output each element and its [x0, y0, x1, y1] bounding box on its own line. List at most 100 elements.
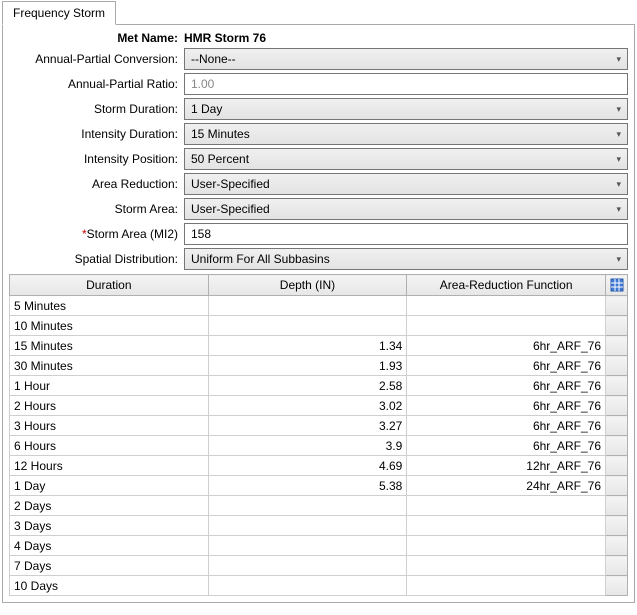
storm-area-mi2-label: *Storm Area (MI2)	[9, 227, 184, 241]
met-name-label: Met Name:	[9, 31, 184, 45]
cell-duration[interactable]: 15 Minutes	[10, 336, 209, 356]
intensity-duration-label: Intensity Duration:	[9, 127, 184, 141]
table-row[interactable]: 2 Hours3.026hr_ARF_76	[10, 396, 628, 416]
cell-duration[interactable]: 2 Days	[10, 496, 209, 516]
cell-depth[interactable]: 3.02	[208, 396, 407, 416]
annual-partial-ratio-input[interactable]: 1.00	[184, 73, 628, 95]
cell-arf[interactable]	[407, 296, 606, 316]
cell-arf[interactable]	[407, 556, 606, 576]
table-options-button[interactable]	[606, 275, 628, 296]
cell-depth[interactable]	[208, 316, 407, 336]
chevron-down-icon: ▾	[616, 254, 621, 265]
table-row[interactable]: 15 Minutes1.346hr_ARF_76	[10, 336, 628, 356]
cell-arf[interactable]	[407, 576, 606, 596]
cell-arf[interactable]: 6hr_ARF_76	[407, 336, 606, 356]
cell-arf[interactable]	[407, 496, 606, 516]
cell-duration[interactable]: 1 Day	[10, 476, 209, 496]
intensity-position-value: 50 Percent	[191, 152, 249, 166]
storm-area-mi2-label-text: Storm Area (MI2)	[87, 227, 178, 241]
intensity-duration-value: 15 Minutes	[191, 127, 250, 141]
cell-arf[interactable]	[407, 316, 606, 336]
cell-depth[interactable]: 1.34	[208, 336, 407, 356]
storm-area-label: Storm Area:	[9, 202, 184, 216]
cell-depth[interactable]	[208, 516, 407, 536]
cell-depth[interactable]: 5.38	[208, 476, 407, 496]
cell-arf[interactable]: 24hr_ARF_76	[407, 476, 606, 496]
cell-depth[interactable]	[208, 536, 407, 556]
storm-area-value: User-Specified	[191, 202, 270, 216]
cell-duration[interactable]: 10 Minutes	[10, 316, 209, 336]
table-row[interactable]: 12 Hours4.6912hr_ARF_76	[10, 456, 628, 476]
table-row[interactable]: 10 Days	[10, 576, 628, 596]
table-row[interactable]: 5 Minutes	[10, 296, 628, 316]
cell-depth[interactable]	[208, 556, 407, 576]
storm-area-mi2-input[interactable]: 158	[184, 223, 628, 245]
cell-duration[interactable]: 30 Minutes	[10, 356, 209, 376]
chevron-down-icon: ▾	[616, 154, 621, 165]
cell-duration[interactable]: 7 Days	[10, 556, 209, 576]
table-row[interactable]: 3 Hours3.276hr_ARF_76	[10, 416, 628, 436]
cell-depth[interactable]	[208, 576, 407, 596]
table-row[interactable]: 30 Minutes1.936hr_ARF_76	[10, 356, 628, 376]
row-gutter	[606, 316, 628, 336]
row-gutter	[606, 456, 628, 476]
col-duration[interactable]: Duration	[10, 275, 209, 296]
row-gutter	[606, 556, 628, 576]
cell-depth[interactable]: 3.27	[208, 416, 407, 436]
cell-duration[interactable]: 6 Hours	[10, 436, 209, 456]
area-reduction-label: Area Reduction:	[9, 177, 184, 191]
area-reduction-value: User-Specified	[191, 177, 270, 191]
cell-duration[interactable]: 5 Minutes	[10, 296, 209, 316]
cell-arf[interactable]	[407, 516, 606, 536]
cell-duration[interactable]: 2 Hours	[10, 396, 209, 416]
row-gutter	[606, 376, 628, 396]
cell-arf[interactable]: 6hr_ARF_76	[407, 356, 606, 376]
annual-partial-ratio-value: 1.00	[191, 77, 214, 91]
cell-depth[interactable]	[208, 296, 407, 316]
storm-area-mi2-value: 158	[191, 227, 211, 241]
cell-arf[interactable]	[407, 536, 606, 556]
table-row[interactable]: 3 Days	[10, 516, 628, 536]
cell-depth[interactable]: 4.69	[208, 456, 407, 476]
annual-partial-conversion-label: Annual-Partial Conversion:	[9, 52, 184, 66]
cell-duration[interactable]: 4 Days	[10, 536, 209, 556]
cell-arf[interactable]: 12hr_ARF_76	[407, 456, 606, 476]
cell-depth[interactable]: 3.9	[208, 436, 407, 456]
annual-partial-conversion-value: --None--	[191, 52, 236, 66]
intensity-position-select[interactable]: 50 Percent ▾	[184, 148, 628, 170]
tab-frequency-storm[interactable]: Frequency Storm	[2, 1, 116, 25]
storm-duration-label: Storm Duration:	[9, 102, 184, 116]
storm-area-select[interactable]: User-Specified ▾	[184, 198, 628, 220]
intensity-duration-select[interactable]: 15 Minutes ▾	[184, 123, 628, 145]
col-arf[interactable]: Area-Reduction Function	[407, 275, 606, 296]
area-reduction-select[interactable]: User-Specified ▾	[184, 173, 628, 195]
cell-depth[interactable]	[208, 496, 407, 516]
cell-duration[interactable]: 3 Hours	[10, 416, 209, 436]
spatial-distribution-select[interactable]: Uniform For All Subbasins ▾	[184, 248, 628, 270]
cell-arf[interactable]: 6hr_ARF_76	[407, 376, 606, 396]
col-depth[interactable]: Depth (IN)	[208, 275, 407, 296]
table-row[interactable]: 4 Days	[10, 536, 628, 556]
chevron-down-icon: ▾	[616, 104, 621, 115]
table-row[interactable]: 10 Minutes	[10, 316, 628, 336]
cell-duration[interactable]: 1 Hour	[10, 376, 209, 396]
row-gutter	[606, 336, 628, 356]
cell-arf[interactable]: 6hr_ARF_76	[407, 416, 606, 436]
table-row[interactable]: 2 Days	[10, 496, 628, 516]
cell-arf[interactable]: 6hr_ARF_76	[407, 396, 606, 416]
table-row[interactable]: 1 Hour2.586hr_ARF_76	[10, 376, 628, 396]
cell-depth[interactable]: 1.93	[208, 356, 407, 376]
cell-duration[interactable]: 12 Hours	[10, 456, 209, 476]
table-row[interactable]: 7 Days	[10, 556, 628, 576]
cell-arf[interactable]: 6hr_ARF_76	[407, 436, 606, 456]
cell-duration[interactable]: 3 Days	[10, 516, 209, 536]
depth-table: Duration Depth (IN) Area-Reduction Funct…	[9, 274, 628, 596]
cell-duration[interactable]: 10 Days	[10, 576, 209, 596]
annual-partial-conversion-select[interactable]: --None-- ▾	[184, 48, 628, 70]
cell-depth[interactable]: 2.58	[208, 376, 407, 396]
table-row[interactable]: 6 Hours3.96hr_ARF_76	[10, 436, 628, 456]
storm-duration-select[interactable]: 1 Day ▾	[184, 98, 628, 120]
spatial-distribution-label: Spatial Distribution:	[9, 252, 184, 266]
table-row[interactable]: 1 Day5.3824hr_ARF_76	[10, 476, 628, 496]
spatial-distribution-value: Uniform For All Subbasins	[191, 252, 330, 266]
